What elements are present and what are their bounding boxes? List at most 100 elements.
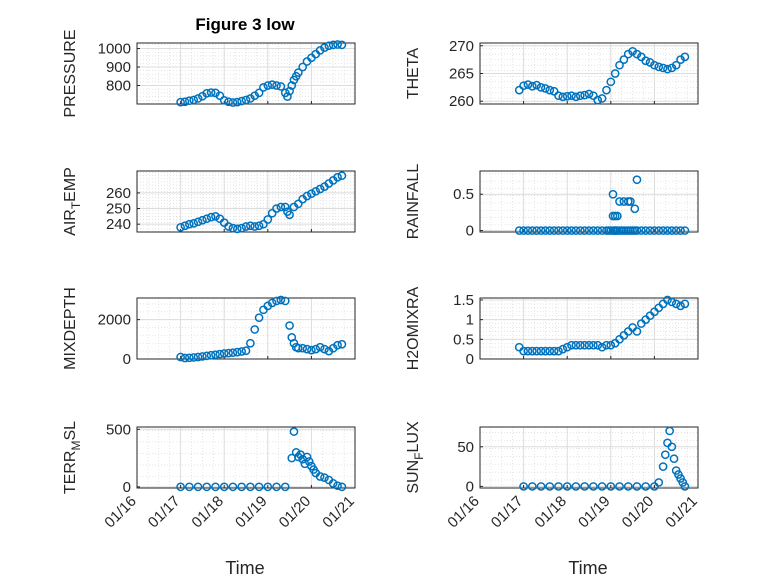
data-point	[615, 60, 624, 70]
data-point	[328, 479, 338, 488]
data-point	[254, 482, 264, 492]
data-point	[280, 296, 290, 306]
data-point	[302, 452, 312, 462]
data-point	[224, 222, 233, 231]
data-point	[645, 226, 655, 235]
data-point	[606, 340, 616, 350]
data-point	[254, 313, 264, 323]
data-point	[333, 172, 342, 182]
data-point	[237, 347, 246, 356]
data-point	[545, 482, 555, 491]
axes-frame	[479, 426, 699, 489]
data-point	[241, 222, 251, 231]
data-point	[189, 353, 199, 362]
data-point	[602, 85, 611, 95]
data-point	[549, 86, 559, 96]
data-point	[632, 482, 642, 491]
subplot-6: 0 0.5 1 1.5 H2OMIXRA	[405, 286, 699, 370]
data-point	[337, 171, 347, 181]
data-point	[302, 191, 312, 201]
data-point	[519, 482, 528, 491]
data-point	[527, 81, 537, 91]
x-axis-label-left: Time	[225, 558, 264, 578]
y-tick-label: 0	[466, 478, 474, 495]
data-point	[527, 482, 537, 491]
data-point	[259, 219, 268, 229]
data-point	[536, 346, 546, 356]
data-point	[272, 81, 281, 90]
data-point	[176, 482, 185, 492]
y-tick-label: 0	[466, 351, 474, 368]
y-tick-label: 0	[123, 351, 131, 368]
data-point	[532, 226, 542, 235]
data-point	[293, 343, 303, 353]
data-point	[237, 482, 246, 492]
data-point	[250, 325, 260, 334]
data-point	[293, 199, 303, 209]
data-point	[567, 226, 576, 235]
data-point	[202, 214, 212, 224]
data-point	[219, 349, 229, 358]
data-point	[211, 350, 220, 360]
data-point	[575, 91, 585, 101]
data-point	[228, 223, 238, 233]
data-point	[180, 221, 190, 231]
data-point	[558, 92, 568, 102]
data-point	[206, 212, 216, 222]
data-point	[523, 80, 533, 89]
data-point	[198, 215, 207, 225]
data-point	[298, 343, 308, 353]
data-point	[307, 189, 316, 199]
data-point	[654, 226, 664, 235]
subplot-2: 260 265 270 THETA	[405, 38, 699, 110]
data-point	[615, 197, 624, 206]
data-point	[219, 95, 229, 105]
data-point	[663, 64, 672, 74]
data-point	[302, 344, 312, 354]
data-point	[667, 442, 677, 452]
data-point	[671, 299, 681, 309]
data-point	[184, 482, 194, 492]
data-point	[184, 219, 194, 229]
data-point	[623, 49, 633, 59]
data-point	[597, 94, 607, 103]
data-point	[311, 344, 321, 354]
data-point	[571, 226, 581, 235]
data-point	[198, 352, 207, 361]
data-point	[315, 472, 325, 481]
data-point	[671, 60, 681, 70]
data-point	[597, 342, 607, 352]
data-point	[632, 175, 642, 185]
data-point	[215, 91, 225, 101]
data-point	[272, 296, 281, 306]
data-point	[202, 351, 212, 361]
data-point	[584, 340, 594, 350]
data-point	[658, 462, 668, 471]
data-point	[206, 350, 216, 360]
data-point	[307, 345, 316, 355]
data-point	[636, 226, 646, 235]
data-point	[315, 184, 325, 194]
data-point	[514, 85, 524, 95]
data-point	[549, 226, 559, 235]
data-point	[285, 210, 294, 220]
data-point	[514, 226, 524, 235]
data-point	[228, 98, 238, 107]
data-point	[602, 340, 611, 350]
data-point	[558, 226, 568, 235]
data-point	[597, 482, 607, 491]
data-point	[536, 226, 546, 235]
data-point	[304, 457, 314, 466]
data-point	[193, 94, 203, 103]
data-point	[228, 348, 238, 358]
data-point	[298, 62, 308, 72]
figure-title: Figure 3 low	[195, 15, 295, 34]
data-point	[567, 91, 576, 101]
data-point	[650, 226, 659, 235]
y-tick-label: 0.5	[453, 331, 474, 348]
data-point	[532, 346, 542, 356]
data-point	[246, 338, 255, 348]
data-point	[280, 482, 290, 492]
data-point	[558, 344, 568, 354]
data-point	[315, 342, 325, 352]
